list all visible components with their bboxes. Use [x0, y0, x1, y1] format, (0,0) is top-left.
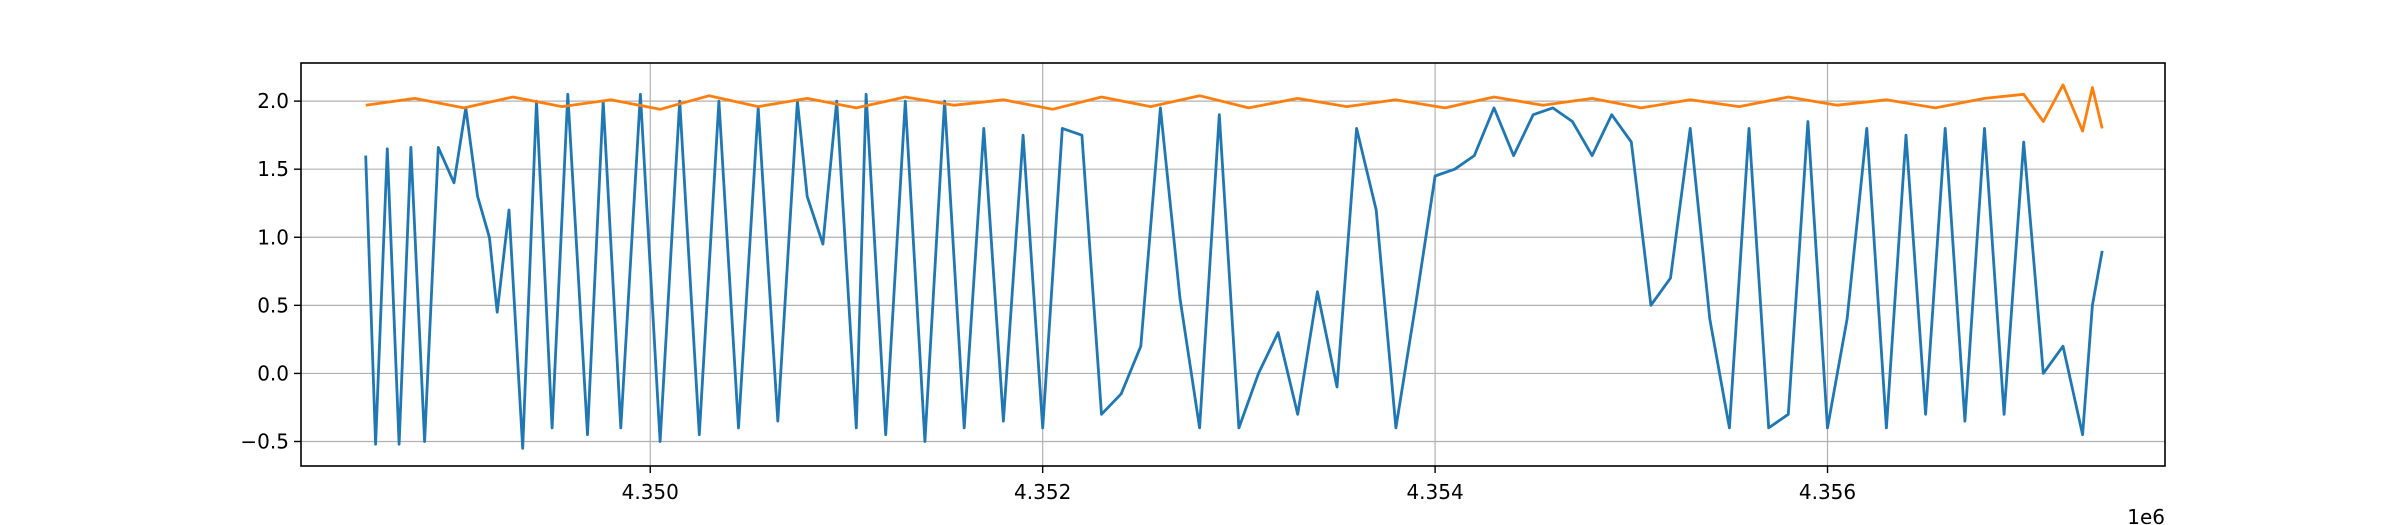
y-tick-label: 0.5 — [257, 293, 289, 317]
series-line-1 — [364, 92, 2104, 450]
axis-ticks: 4.350 4.352 4.354 4.356 2.0 1.5 1.0 0.5 0.0 −0.5 — [240, 89, 1856, 504]
plot-frame — [300, 62, 2166, 467]
y-tick-label: 0.0 — [257, 361, 289, 385]
y-tick-label: 1.5 — [257, 157, 289, 181]
series-lines — [364, 83, 2104, 450]
y-tick-label: 1.0 — [257, 225, 289, 249]
x-tick-label: 4.356 — [1799, 480, 1856, 504]
y-tick-label: 2.0 — [257, 89, 289, 113]
y-tick-label: −0.5 — [240, 429, 289, 453]
series-line-2 — [365, 83, 2104, 133]
x-offset-label: 1e6 — [2127, 505, 2165, 525]
x-tick-label: 4.354 — [1406, 480, 1463, 504]
x-tick-label: 4.350 — [622, 480, 679, 504]
x-tick-label: 4.352 — [1014, 480, 1071, 504]
